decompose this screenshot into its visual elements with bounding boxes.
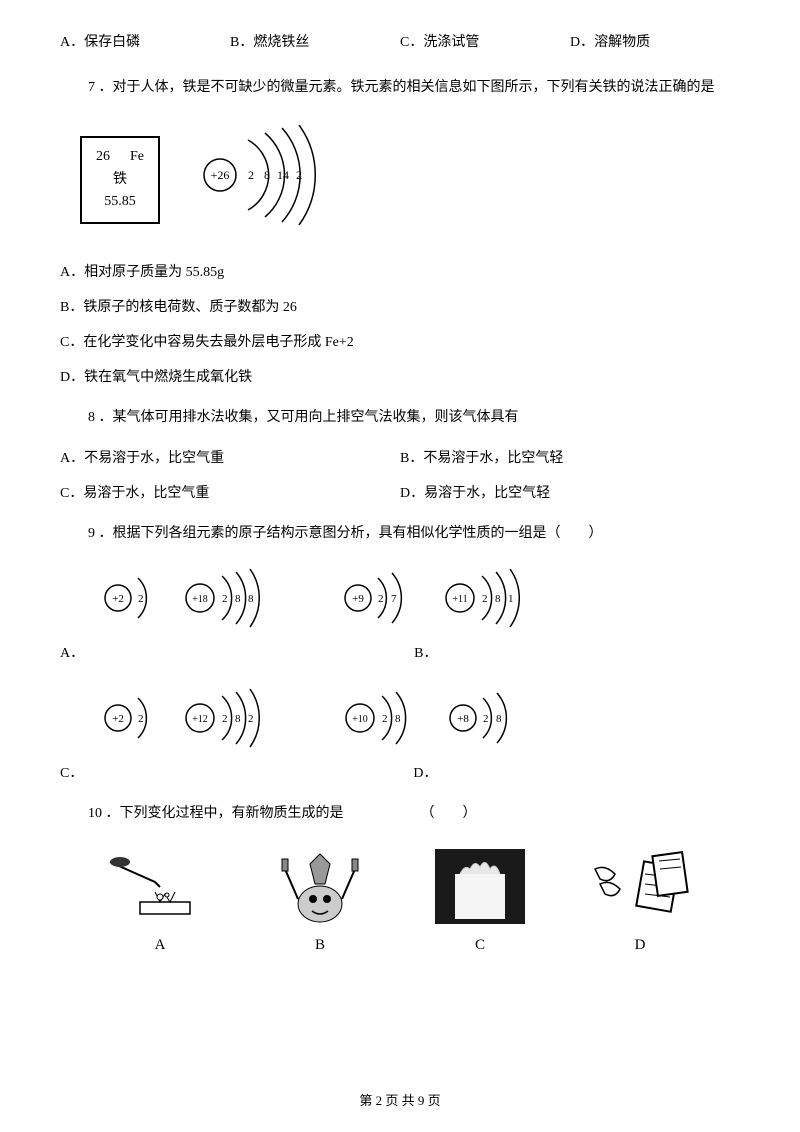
q9-pair-a: +22 +18288 xyxy=(100,566,280,631)
atomic-number: 26 xyxy=(96,146,110,168)
svg-text:2: 2 xyxy=(222,713,228,725)
svg-text:7: 7 xyxy=(391,593,397,605)
q7-opt-c: C．在化学变化中容易失去最外层电子形成 Fe+2 xyxy=(60,330,740,355)
q10-img-c xyxy=(420,847,540,927)
svg-text:2: 2 xyxy=(138,593,144,605)
element-box: 26 Fe 铁 55.85 xyxy=(80,136,160,223)
q10-images xyxy=(80,847,720,927)
svg-text:2: 2 xyxy=(378,593,384,605)
q8-opt-a: A．不易溶于水，比空气重 xyxy=(60,446,400,471)
svg-text:8: 8 xyxy=(248,593,254,605)
svg-text:+8: +8 xyxy=(457,713,469,725)
q8-row1: A．不易溶于水，比空气重 B．不易溶于水，比空气轻 xyxy=(60,446,740,471)
svg-text:2: 2 xyxy=(482,593,488,605)
q9-label-b: B． xyxy=(414,641,437,666)
nucleus-label: +26 xyxy=(211,168,230,182)
q8-row2: C．易溶于水，比空气重 D．易溶于水，比空气轻 xyxy=(60,481,740,506)
svg-text:+10: +10 xyxy=(352,714,368,725)
q8-opt-b: B．不易溶于水，比空气轻 xyxy=(400,446,740,471)
q9-labels-1: A． B． xyxy=(60,641,740,666)
svg-text:2: 2 xyxy=(248,713,254,725)
q10-img-d xyxy=(580,847,700,927)
q9-row1: +22 +18288 +927 +11281 xyxy=(100,566,740,631)
q6-opt-b: B．燃烧铁丝 xyxy=(230,30,400,55)
q10-label-d: D xyxy=(580,932,700,959)
svg-text:8: 8 xyxy=(235,713,241,725)
q8-text: 8 ．某气体可用排水法收集，又可用向上排空气法收集，则该气体具有 xyxy=(60,405,740,430)
svg-text:2: 2 xyxy=(296,168,302,182)
svg-text:8: 8 xyxy=(264,168,270,182)
q6-options: A．保存白磷 B．燃烧铁丝 C．洗涤试管 D．溶解物质 xyxy=(60,30,740,55)
q10-labels: A B C D xyxy=(80,932,720,959)
svg-text:+9: +9 xyxy=(352,593,364,605)
q9-label-d: D． xyxy=(413,761,437,786)
atom-structure: +26 2 8 14 2 xyxy=(200,125,380,234)
page-footer: 第 2 页 共 9 页 xyxy=(0,1089,800,1112)
q8-opt-c: C．易溶于水，比空气重 xyxy=(60,481,400,506)
q7-opt-a: A．相对原子质量为 55.85g xyxy=(60,260,740,285)
svg-text:8: 8 xyxy=(395,713,401,725)
q7-opt-b: B．铁原子的核电荷数、质子数都为 26 xyxy=(60,295,740,320)
svg-text:14: 14 xyxy=(277,168,289,182)
svg-text:+11: +11 xyxy=(452,594,467,605)
q10-label-c: C xyxy=(420,932,540,959)
q9-pair-d: +1028 +828 xyxy=(340,686,525,751)
svg-text:8: 8 xyxy=(495,593,501,605)
q6-opt-d: D．溶解物质 xyxy=(570,30,740,55)
svg-text:8: 8 xyxy=(496,713,502,725)
q9-row2: +22 +12282 +1028 +828 xyxy=(100,686,740,751)
svg-text:+12: +12 xyxy=(192,714,208,725)
q9-label-c: C． xyxy=(60,761,83,786)
q6-opt-a: A．保存白磷 xyxy=(60,30,230,55)
q8-opt-d: D．易溶于水，比空气轻 xyxy=(400,481,740,506)
q6-opt-c: C．洗涤试管 xyxy=(400,30,570,55)
q10-label-a: A xyxy=(100,932,220,959)
element-symbol: Fe xyxy=(130,146,144,168)
svg-text:2: 2 xyxy=(483,713,489,725)
svg-text:8: 8 xyxy=(235,593,241,605)
q9-labels-2: C． D． xyxy=(60,761,740,786)
svg-text:2: 2 xyxy=(138,713,144,725)
svg-text:+18: +18 xyxy=(192,594,208,605)
q7-opt-d: D．铁在氧气中燃烧生成氧化铁 xyxy=(60,365,740,390)
svg-text:2: 2 xyxy=(248,168,254,182)
svg-text:1: 1 xyxy=(508,593,514,605)
atomic-mass: 55.85 xyxy=(96,191,144,213)
element-name: 铁 xyxy=(96,169,144,191)
svg-text:+2: +2 xyxy=(112,713,124,725)
q10-img-b xyxy=(260,847,380,927)
q9-pair-c: +22 +12282 xyxy=(100,686,280,751)
q10-label-b: B xyxy=(260,932,380,959)
svg-text:+2: +2 xyxy=(112,593,124,605)
svg-text:2: 2 xyxy=(222,593,228,605)
q7-text: 7 ．对于人体，铁是不可缺少的微量元素。铁元素的相关信息如下图所示，下列有关铁的… xyxy=(60,75,740,100)
q9-pair-b: +927 +11281 xyxy=(340,566,540,631)
q10-img-a xyxy=(100,847,220,927)
svg-text:2: 2 xyxy=(382,713,388,725)
q7-diagram: 26 Fe 铁 55.85 +26 2 8 14 2 xyxy=(80,125,740,234)
q9-text: 9 ．根据下列各组元素的原子结构示意图分析，具有相似化学性质的一组是（ ） xyxy=(60,521,740,546)
q9-label-a: A． xyxy=(60,641,84,666)
q10-text: 10 ．下列变化过程中，有新物质生成的是 （ ） xyxy=(60,801,740,826)
